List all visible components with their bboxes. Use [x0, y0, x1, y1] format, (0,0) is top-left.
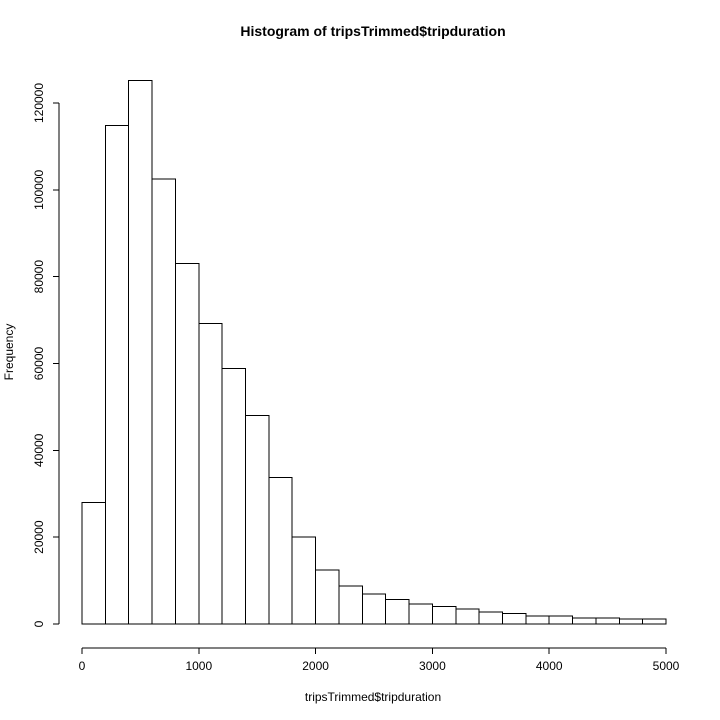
x-tick-label: 1000 [185, 659, 212, 673]
histogram-bar-1 [104, 125, 130, 625]
y-tick-label: 0 [32, 620, 46, 627]
histogram-bar-20 [548, 615, 574, 625]
bars-group [81, 79, 667, 625]
histogram-bar-17 [478, 611, 503, 625]
x-axis-label: tripsTrimmed$tripduration [305, 690, 441, 704]
histogram-bar-23 [618, 618, 644, 625]
histogram-bar-13 [385, 599, 410, 625]
histogram-bar-0 [81, 501, 106, 625]
y-tick-label: 100000 [32, 169, 46, 209]
y-tick-label: 80000 [32, 260, 46, 294]
y-tick-label: 40000 [32, 433, 46, 467]
y-tick-label: 120000 [32, 83, 46, 123]
histogram-bar-19 [525, 615, 550, 625]
x-tick-label: 4000 [536, 659, 563, 673]
y-axis: 0 20000 40000 60000 80000 100000 120000 [32, 83, 60, 627]
histogram-bar-5 [198, 323, 223, 625]
y-axis-label: Frequency [2, 324, 16, 381]
histogram-bar-7 [245, 415, 270, 625]
histogram-bar-2 [128, 79, 153, 625]
histogram-bar-15 [431, 606, 457, 625]
y-tick-label: 60000 [32, 346, 46, 380]
histogram-bar-12 [361, 593, 387, 625]
histogram-bar-21 [572, 617, 597, 625]
y-tick-label: 20000 [32, 520, 46, 554]
chart-title: Histogram of tripsTrimmed$tripduration [240, 23, 505, 39]
x-tick-label: 2000 [302, 659, 329, 673]
histogram-bar-18 [501, 613, 527, 625]
x-tick-label: 3000 [419, 659, 446, 673]
histogram-bar-14 [408, 603, 433, 625]
histogram-bar-8 [268, 477, 293, 625]
histogram-bar-3 [151, 178, 176, 625]
histogram-bar-6 [221, 368, 247, 625]
histogram-bar-10 [315, 569, 340, 625]
histogram-bar-11 [338, 585, 363, 625]
histogram-bar-22 [595, 617, 620, 625]
x-axis: 0 1000 2000 3000 4000 5000 [79, 647, 680, 673]
histogram-bar-16 [455, 608, 480, 625]
x-tick-label: 0 [79, 659, 86, 673]
histogram-bar-9 [291, 536, 317, 625]
histogram-bar-4 [174, 263, 200, 625]
histogram-bar-24 [642, 618, 667, 625]
x-tick-label: 5000 [653, 659, 680, 673]
